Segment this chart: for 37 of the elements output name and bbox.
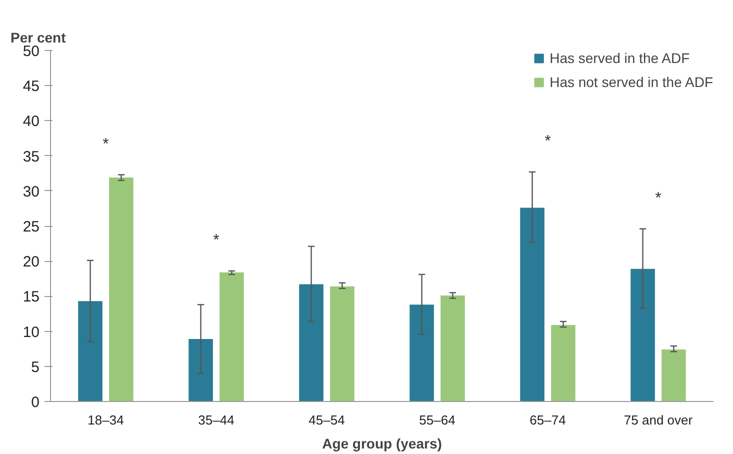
x-tick-label: 75 and over xyxy=(624,412,694,428)
y-tick-label: 10 xyxy=(22,324,40,341)
y-tick-label: 35 xyxy=(22,148,40,166)
legend-label: Has served in the ADF xyxy=(550,50,690,66)
x-tick-label: 35–44 xyxy=(198,412,234,428)
bar xyxy=(299,284,324,402)
x-tick-label: 65–74 xyxy=(530,412,566,428)
y-tick-label: 15 xyxy=(22,288,40,306)
bar xyxy=(109,178,134,402)
bar xyxy=(188,339,213,402)
bar xyxy=(78,301,102,402)
bar xyxy=(520,208,544,402)
annotation: * xyxy=(102,136,109,153)
y-tick-label: 50 xyxy=(22,43,40,60)
bar xyxy=(630,268,655,402)
x-tick-label: 18–34 xyxy=(88,412,124,428)
bar xyxy=(662,350,686,402)
y-tick-label: 5 xyxy=(31,358,40,376)
y-axis-title: Per cent xyxy=(10,30,66,46)
bar xyxy=(220,272,244,402)
y-tick-label: 30 xyxy=(22,183,40,200)
bar xyxy=(410,304,434,402)
annotation: * xyxy=(544,132,551,150)
bar xyxy=(551,324,576,402)
y-tick-label: 45 xyxy=(22,78,40,96)
bar xyxy=(330,286,354,402)
y-tick-label: 20 xyxy=(22,254,40,271)
y-tick-label: 25 xyxy=(22,218,40,236)
legend-label: Has not served in the ADF xyxy=(550,74,713,90)
bar xyxy=(440,296,465,402)
annotation: * xyxy=(213,232,220,249)
x-tick-label: 45–54 xyxy=(308,412,345,428)
annotation: * xyxy=(655,190,662,207)
x-tick-label: 55–64 xyxy=(419,412,456,428)
y-tick-label: 0 xyxy=(31,394,40,411)
y-tick-label: 40 xyxy=(22,113,40,130)
x-axis-title: Age group (years) xyxy=(322,436,442,452)
